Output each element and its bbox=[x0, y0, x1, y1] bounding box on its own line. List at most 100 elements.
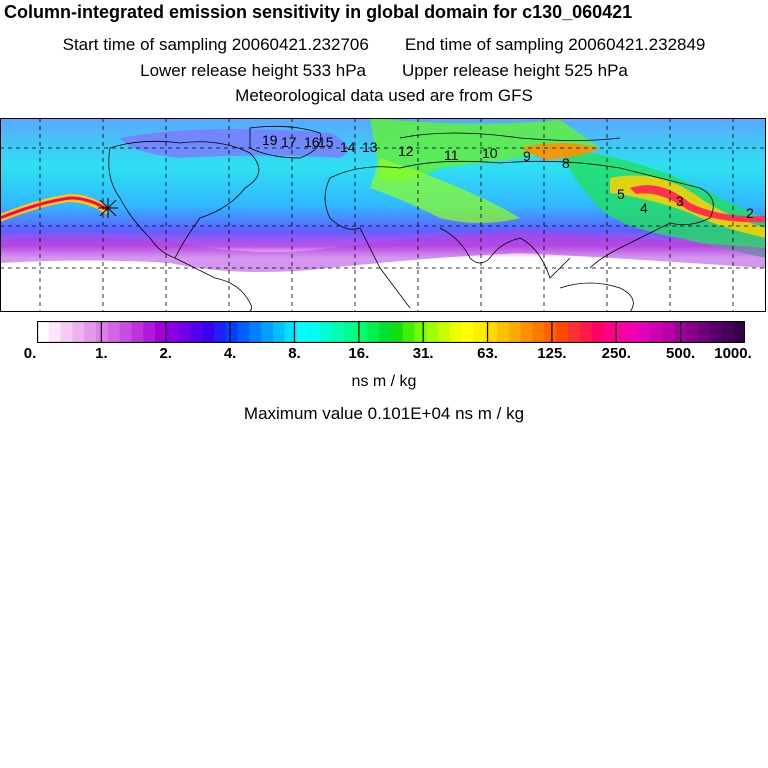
day-label: 10 bbox=[482, 145, 498, 161]
colorbar-tick-label: 250. bbox=[601, 345, 631, 362]
day-label: 11 bbox=[444, 147, 459, 163]
colorbar-cell bbox=[261, 321, 274, 343]
day-label: 5 bbox=[617, 186, 625, 202]
colorbar-cell bbox=[214, 321, 227, 343]
release-point-marker bbox=[98, 198, 118, 218]
colorbar-cell bbox=[603, 321, 616, 343]
colorbar-tick-label: 8. bbox=[288, 345, 301, 362]
colorbar-cell bbox=[579, 321, 593, 343]
colorbar-tick-label: 1000. bbox=[714, 345, 752, 362]
colorbar-cell bbox=[615, 321, 628, 343]
colorbar-cell bbox=[296, 321, 309, 343]
release-heights: Lower release height 533 hPa Upper releas… bbox=[0, 61, 768, 81]
day-label: 15 bbox=[318, 134, 334, 150]
colorbar-cell bbox=[107, 321, 121, 343]
colorbar-cell bbox=[202, 321, 215, 343]
colorbar-cell bbox=[308, 321, 321, 343]
day-label: 16 bbox=[304, 134, 320, 150]
colorbar-tick-label: 0. bbox=[23, 345, 37, 362]
release-lower: Lower release height 533 hPa bbox=[140, 61, 366, 80]
colorbar-cell bbox=[60, 321, 73, 343]
day-label: 2 bbox=[746, 205, 754, 221]
colorbar-cell bbox=[237, 321, 250, 343]
day-label: 4 bbox=[640, 200, 648, 216]
day-label: 14 bbox=[340, 139, 356, 155]
colorbar-cell bbox=[320, 321, 333, 343]
colorbar-cell bbox=[438, 321, 451, 343]
colorbar-tick-label: 125. bbox=[537, 345, 567, 362]
colorbar-cell bbox=[190, 321, 203, 343]
colorbar-tick-label: 63. bbox=[477, 345, 498, 362]
colorbar-cell bbox=[131, 321, 144, 343]
colorbar-cell bbox=[591, 321, 604, 343]
colorbar-tick-label: 4. bbox=[223, 345, 237, 362]
map-gridlines bbox=[0, 118, 766, 312]
colorbar bbox=[37, 321, 745, 343]
colorbar-cell bbox=[119, 321, 132, 343]
colorbar-cell bbox=[509, 321, 522, 343]
day-label: 9 bbox=[523, 148, 531, 164]
colorbar-tick-label: 16. bbox=[348, 345, 370, 362]
colorbar-cell bbox=[426, 321, 439, 343]
colorbar-cell bbox=[273, 321, 286, 343]
colorbar-cell bbox=[544, 321, 557, 343]
colorbar-cell bbox=[485, 321, 498, 343]
colorbar-cell bbox=[532, 321, 545, 343]
colorbar-cell bbox=[343, 321, 357, 343]
colorbar-cell bbox=[650, 321, 663, 343]
colorbar-cell bbox=[686, 321, 699, 343]
colorbar-cell bbox=[497, 321, 510, 343]
colorbar-cell bbox=[96, 321, 109, 343]
colorbar-cell bbox=[709, 321, 722, 343]
colorbar-cell bbox=[627, 321, 640, 343]
figure-title: Column-integrated emission sensitivity i… bbox=[4, 2, 633, 22]
colorbar-cell bbox=[84, 321, 97, 343]
colorbar-cell bbox=[379, 321, 392, 343]
colorbar-unit: ns m / kg bbox=[351, 373, 417, 390]
colorbar-cell bbox=[37, 321, 50, 343]
colorbar-cell bbox=[414, 321, 427, 343]
day-label: 19 bbox=[262, 132, 278, 148]
map-frame bbox=[0, 118, 766, 312]
day-label: 8 bbox=[562, 155, 570, 171]
colorbar-cell bbox=[402, 321, 416, 343]
colorbar-cell bbox=[355, 321, 368, 343]
colorbar-cell bbox=[662, 321, 675, 343]
sampling-times: Start time of sampling 20060421.232706 En… bbox=[0, 35, 768, 55]
day-label: 3 bbox=[676, 193, 684, 209]
day-label: 12 bbox=[398, 143, 414, 159]
colorbar-cell bbox=[520, 321, 534, 343]
colorbar-cell bbox=[367, 321, 380, 343]
colorbar-cell bbox=[155, 321, 168, 343]
colorbar-cell bbox=[166, 321, 180, 343]
colorbar-cell bbox=[72, 321, 85, 343]
colorbar-cell bbox=[178, 321, 191, 343]
release-upper: Upper release height 525 hPa bbox=[402, 61, 628, 80]
colorbar-cell bbox=[332, 321, 345, 343]
coastlines bbox=[108, 125, 714, 312]
colorbar-cell bbox=[249, 321, 262, 343]
colorbar-tick-label: 2. bbox=[159, 345, 172, 362]
colorbar-cell bbox=[48, 321, 62, 343]
colorbar-cell bbox=[556, 321, 569, 343]
colorbar-cell bbox=[391, 321, 404, 343]
colorbar-cell bbox=[225, 321, 239, 343]
colorbar-cell bbox=[461, 321, 475, 343]
sensitivity-plumes bbox=[0, 118, 766, 272]
day-label: 17 bbox=[281, 134, 297, 150]
colorbar-cell bbox=[638, 321, 652, 343]
colorbar-cell bbox=[473, 321, 486, 343]
day-label: 13 bbox=[362, 139, 378, 155]
colorbar-cell bbox=[450, 321, 463, 343]
colorbar-tick-label: 31. bbox=[412, 345, 434, 362]
colorbar-cell bbox=[697, 321, 711, 343]
colorbar-cell bbox=[733, 321, 745, 343]
colorbar-cell bbox=[721, 321, 734, 343]
met-data-note: Meteorological data used are from GFS bbox=[235, 86, 533, 105]
colorbar-cell bbox=[568, 321, 581, 343]
colorbar-cell bbox=[284, 321, 298, 343]
colorbar-cell bbox=[143, 321, 156, 343]
colorbar-tick-label: 1. bbox=[95, 345, 108, 362]
